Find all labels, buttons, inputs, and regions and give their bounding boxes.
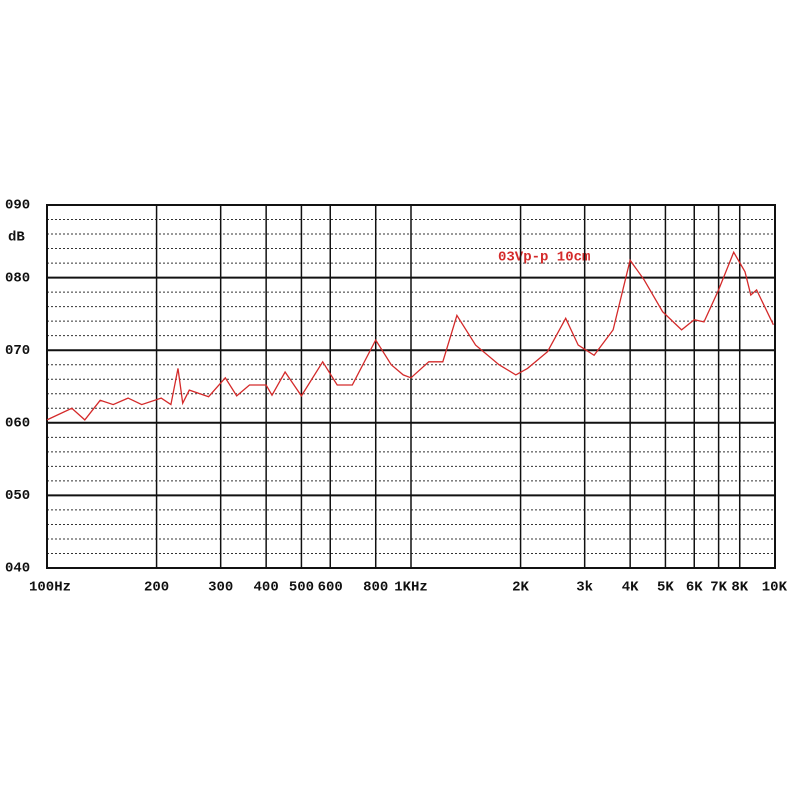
y-tick-label: 050 — [5, 488, 30, 504]
response-line — [46, 250, 774, 421]
x-tick-label: 2K — [512, 580, 529, 596]
x-tick-label: 300 — [208, 580, 233, 596]
x-tick-label: 7K — [710, 580, 727, 596]
y-tick-label: 060 — [5, 416, 30, 432]
y-tick-label: 040 — [5, 561, 30, 577]
x-tick-label: 600 — [318, 580, 343, 596]
x-tick-label: 5K — [657, 580, 674, 596]
x-tick-label: 400 — [254, 580, 279, 596]
x-tick-label: 500 — [289, 580, 314, 596]
x-tick-label: 6K — [686, 580, 703, 596]
y-tick-label: 070 — [5, 343, 30, 359]
x-tick-label: 1KHz — [394, 580, 428, 596]
x-tick-label: 200 — [144, 580, 169, 596]
x-tick-label: 10K — [762, 580, 788, 596]
x-tick-label: 100Hz — [29, 580, 71, 596]
x-tick-label: 4K — [622, 580, 639, 596]
plot-frame — [46, 204, 776, 569]
y-tick-label: 090 — [5, 198, 30, 214]
y-tick-label: 080 — [5, 270, 30, 286]
y-axis-label: dB — [8, 230, 25, 246]
x-tick-label: 8K — [731, 580, 748, 596]
x-tick-label: 3k — [576, 580, 593, 596]
x-tick-label: 800 — [363, 580, 388, 596]
